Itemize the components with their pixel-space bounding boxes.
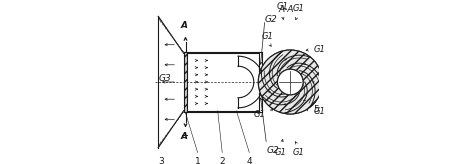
Text: G3: G3 <box>158 74 171 83</box>
Circle shape <box>258 50 322 114</box>
Text: G2: G2 <box>266 146 279 155</box>
Text: G1: G1 <box>313 107 325 116</box>
Text: G1: G1 <box>292 4 304 13</box>
Text: 2: 2 <box>219 157 225 164</box>
Bar <box>184 111 259 113</box>
Text: G1: G1 <box>292 148 304 157</box>
Text: 4: 4 <box>246 157 252 164</box>
Bar <box>184 111 259 113</box>
Text: G1: G1 <box>262 32 273 41</box>
Bar <box>184 51 259 53</box>
Text: G1: G1 <box>276 2 288 11</box>
Circle shape <box>277 69 303 95</box>
Bar <box>184 51 187 113</box>
Text: G1: G1 <box>313 45 325 54</box>
Text: 1: 1 <box>195 157 201 164</box>
Text: 5: 5 <box>313 105 319 114</box>
Text: G2: G2 <box>265 15 278 24</box>
Text: 3: 3 <box>159 157 164 164</box>
Text: A-A: A-A <box>278 5 294 14</box>
Bar <box>184 51 187 113</box>
Text: A: A <box>181 21 188 30</box>
Text: G1: G1 <box>253 110 265 119</box>
Text: A: A <box>181 132 188 141</box>
Bar <box>184 51 259 53</box>
Text: G1: G1 <box>274 148 286 157</box>
